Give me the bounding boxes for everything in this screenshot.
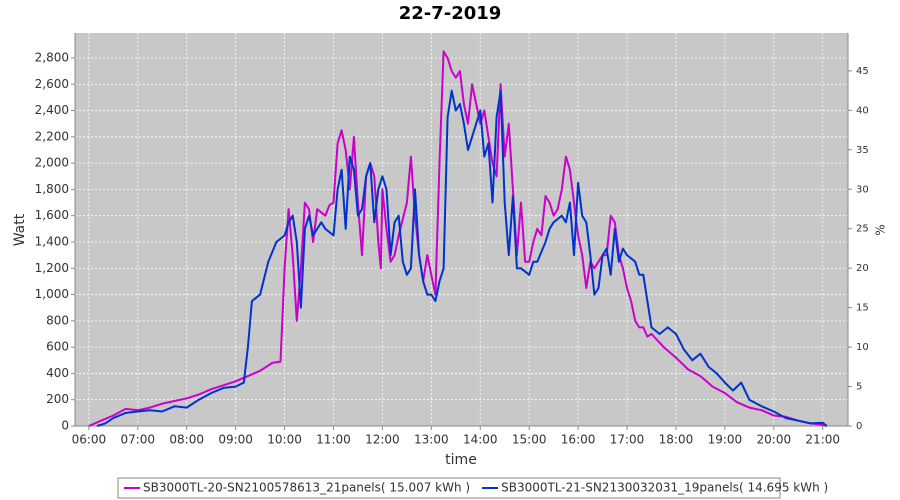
y2-tick-label: 25 bbox=[856, 224, 869, 235]
series-line bbox=[88, 50, 828, 427]
y2-tick-label: 40 bbox=[856, 105, 869, 116]
y-tick-label: 800 bbox=[46, 313, 69, 327]
x-tick-label: 20:00 bbox=[757, 433, 792, 447]
y2-tick-label: 0 bbox=[856, 421, 862, 432]
x-tick-label: 15:00 bbox=[512, 433, 547, 447]
x-tick-label: 14:00 bbox=[463, 433, 498, 447]
y2-tick-label: 15 bbox=[856, 303, 869, 314]
series-line bbox=[96, 89, 828, 427]
x-tick-label: 07:00 bbox=[120, 433, 155, 447]
y-tick-label: 1,400 bbox=[35, 234, 69, 248]
x-tick-label: 08:00 bbox=[169, 433, 204, 447]
x-tick-label: 12:00 bbox=[365, 433, 400, 447]
y-axis-label: Watt bbox=[12, 213, 28, 246]
x-tick-label: 06:00 bbox=[72, 433, 107, 447]
y-tick-label: 600 bbox=[46, 340, 69, 354]
y-tick-label: 2,400 bbox=[35, 103, 69, 117]
y-tick-label: 1,800 bbox=[35, 182, 69, 196]
y2-tick-label: 20 bbox=[856, 263, 869, 274]
y-tick-label: 400 bbox=[46, 366, 69, 380]
x-axis-label: time bbox=[445, 452, 477, 468]
y-tick-label: 2,800 bbox=[35, 50, 69, 64]
legend-label: SB3000TL-21-SN2130032031_19panels( 14.69… bbox=[501, 481, 828, 495]
x-tick-label: 16:00 bbox=[561, 433, 596, 447]
y2-tick-label: 10 bbox=[856, 342, 869, 353]
y2-axis-label: % bbox=[874, 224, 888, 235]
y2-tick-label: 30 bbox=[856, 184, 869, 195]
y-tick-label: 2,600 bbox=[35, 77, 69, 91]
x-tick-label: 10:00 bbox=[267, 433, 302, 447]
y-tick-label: 1,000 bbox=[35, 287, 69, 301]
x-tick-label: 09:00 bbox=[218, 433, 253, 447]
y-tick-label: 0 bbox=[61, 419, 69, 433]
x-tick-label: 19:00 bbox=[708, 433, 743, 447]
y-tick-label: 1,200 bbox=[35, 261, 69, 275]
y-tick-label: 2,000 bbox=[35, 156, 69, 170]
legend bbox=[117, 477, 781, 499]
y-tick-label: 1,600 bbox=[35, 208, 69, 222]
plot-area bbox=[75, 33, 848, 426]
chart-title: 22-7-2019 bbox=[399, 3, 502, 24]
x-tick-label: 21:00 bbox=[805, 433, 840, 447]
y-tick-label: 200 bbox=[46, 392, 69, 406]
y2-tick-label: 45 bbox=[856, 66, 869, 77]
legend-label: SB3000TL-20-SN2100578613_21panels( 15.00… bbox=[143, 481, 470, 495]
y-tick-label: 2,200 bbox=[35, 129, 69, 143]
x-tick-label: 13:00 bbox=[414, 433, 449, 447]
y2-tick-label: 5 bbox=[856, 382, 862, 393]
x-tick-label: 18:00 bbox=[659, 433, 694, 447]
y2-tick-label: 35 bbox=[856, 145, 869, 156]
x-tick-label: 11:00 bbox=[316, 433, 351, 447]
x-tick-label: 17:00 bbox=[610, 433, 645, 447]
